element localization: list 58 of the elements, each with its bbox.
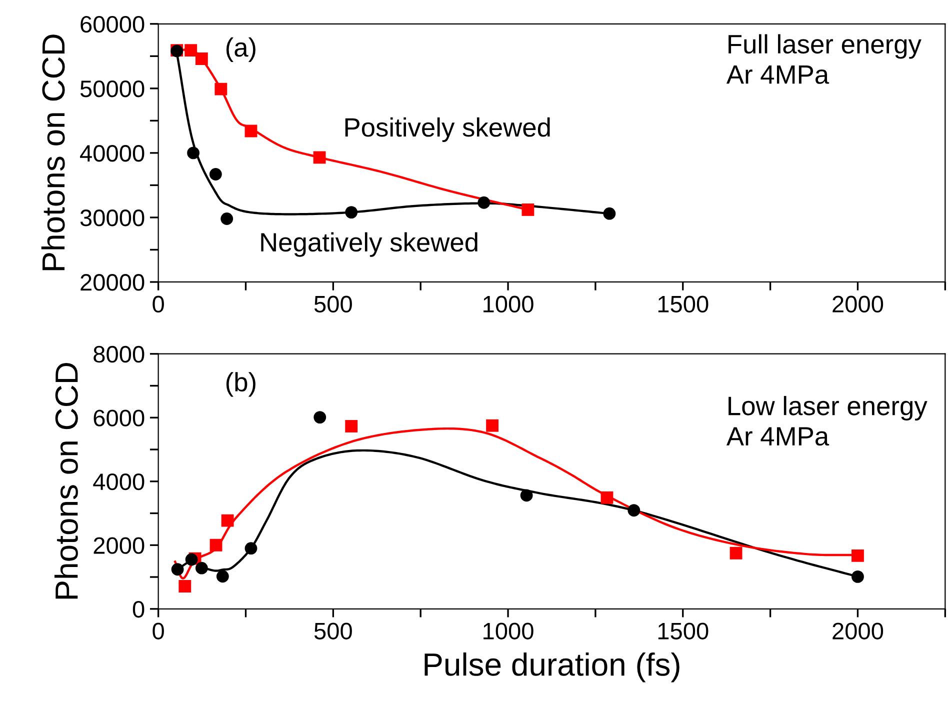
y-tick-label: 8000 xyxy=(94,346,144,363)
point xyxy=(216,570,229,583)
annotation: Positively skewed xyxy=(345,117,550,142)
y-tick-label: 50000 xyxy=(80,80,144,98)
point xyxy=(600,491,614,504)
point xyxy=(486,419,498,432)
point xyxy=(478,196,490,209)
point xyxy=(195,562,208,574)
point xyxy=(244,542,258,555)
annotation: (a) xyxy=(226,37,256,62)
point xyxy=(244,124,258,138)
point xyxy=(214,82,228,96)
annotation: (b) xyxy=(226,372,256,397)
annotation: Low laser energy Ar 4MPa xyxy=(726,396,928,446)
point xyxy=(221,514,234,527)
point xyxy=(730,546,742,560)
point xyxy=(852,570,864,583)
x-axis-title: Pulse duration (fs) xyxy=(424,652,680,682)
y-tick-label: 6000 xyxy=(94,410,144,426)
x-tick-label: 0 xyxy=(152,296,164,313)
point xyxy=(603,207,616,220)
point xyxy=(313,151,326,164)
point xyxy=(220,212,234,225)
annotation: Full laser energy Ar 4MPa xyxy=(726,34,922,84)
point xyxy=(195,52,208,65)
y-axis-title: Photons on CCD xyxy=(41,34,65,270)
y-tick-label: 4000 xyxy=(93,473,144,490)
y-axis-title: Photons on CCD xyxy=(54,363,78,599)
y-tick-label: 40000 xyxy=(80,145,144,162)
x-tick-label: 2000 xyxy=(832,622,884,640)
point xyxy=(184,44,198,57)
point xyxy=(187,146,200,160)
x-tick-label: 1500 xyxy=(658,296,708,313)
point xyxy=(852,549,864,562)
point xyxy=(520,489,533,502)
x-tick-label: 0 xyxy=(152,622,164,640)
x-tick-label: 1000 xyxy=(484,622,534,640)
point xyxy=(522,204,534,216)
point xyxy=(628,504,640,517)
point xyxy=(178,580,192,592)
x-tick-label: 500 xyxy=(314,296,352,313)
point xyxy=(345,206,358,219)
y-tick-label: 20000 xyxy=(80,274,144,291)
point xyxy=(171,563,184,576)
point xyxy=(210,538,222,552)
x-tick-label: 1500 xyxy=(658,622,708,640)
y-tick-label: 30000 xyxy=(80,210,144,226)
point xyxy=(209,168,222,180)
point xyxy=(185,553,198,566)
x-tick-label: 500 xyxy=(314,622,352,640)
y-tick-label: 2000 xyxy=(94,537,144,554)
y-tick-label: 0 xyxy=(132,600,144,618)
point xyxy=(314,411,326,424)
x-tick-label: 1000 xyxy=(484,296,534,313)
annotation: Negatively skewed xyxy=(261,232,478,257)
y-tick-label: 60000 xyxy=(80,16,144,33)
x-tick-label: 2000 xyxy=(832,296,884,313)
point xyxy=(345,420,358,432)
